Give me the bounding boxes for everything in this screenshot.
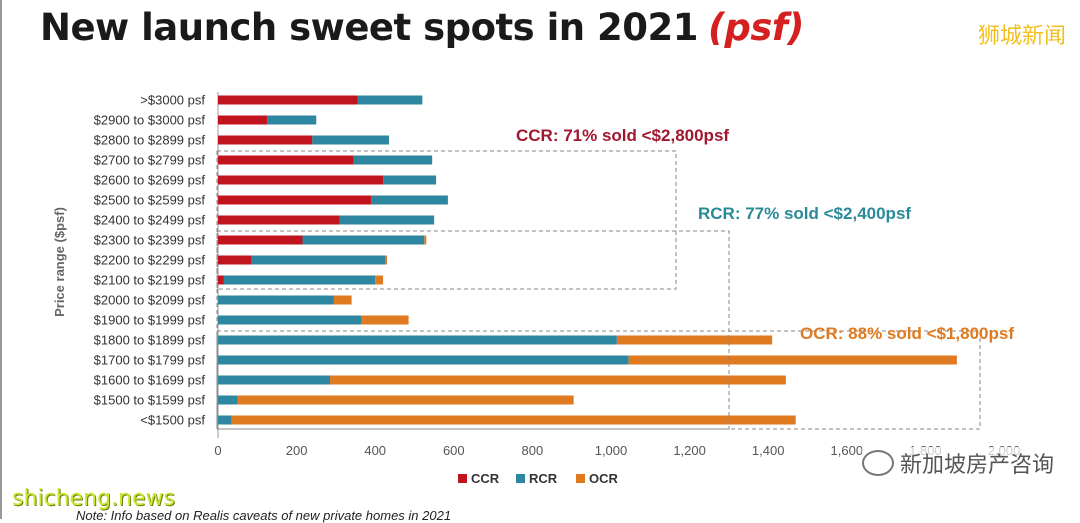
- y-tick-label: $1700 to $1799 psf: [94, 353, 206, 368]
- y-tick-label: $2800 to $2899 psf: [94, 133, 206, 148]
- watermark-top-right: 狮城新闻: [977, 24, 1066, 49]
- x-tick-label: 400: [364, 443, 386, 458]
- bar-rcr: [218, 415, 232, 425]
- legend-label-rcr: RCR: [529, 471, 558, 486]
- y-tick-label: $2300 to $2399 psf: [94, 233, 206, 248]
- title-suffix: (psf): [707, 6, 804, 49]
- bar-rcr: [218, 335, 617, 345]
- bar-rcr: [218, 315, 362, 325]
- bar-rcr: [353, 155, 433, 165]
- y-tick-label: $1600 to $1699 psf: [94, 373, 206, 388]
- annotation-ocr: OCR: 88% sold <$1,800psf: [800, 324, 1014, 343]
- title-main: New launch sweet spots in 2021: [40, 6, 698, 49]
- bar-ccr: [218, 215, 340, 225]
- legend-swatch-ccr: [458, 474, 467, 483]
- legend-label-ocr: OCR: [589, 471, 619, 486]
- x-tick-label: 0: [214, 443, 221, 458]
- x-tick-label: 1,400: [752, 443, 785, 458]
- x-tick-label: 800: [522, 443, 544, 458]
- x-tick-label: 1,000: [595, 443, 628, 458]
- bar-ccr: [218, 255, 252, 265]
- bar-ccr: [218, 135, 313, 145]
- y-tick-label: $1900 to $1999 psf: [94, 313, 206, 328]
- bar-ccr: [218, 155, 354, 165]
- bar-rcr: [223, 275, 376, 285]
- y-tick-label: <$1500 psf: [140, 413, 205, 428]
- bar-ccr: [218, 195, 372, 205]
- y-axis-label: Price range ($psf): [52, 207, 67, 317]
- y-tick-label: $2900 to $3000 psf: [94, 113, 206, 128]
- bar-rcr: [383, 175, 437, 185]
- bar-rcr: [357, 95, 423, 105]
- x-tick-label: 1,200: [673, 443, 706, 458]
- ocr-region-box: [216, 330, 981, 430]
- annotation-rcr: RCR: 77% sold <$2,400psf: [698, 204, 911, 223]
- bar-ocr: [616, 335, 773, 345]
- bar-ocr: [628, 355, 957, 365]
- watermark-bottom-right: 新加坡房产咨询: [861, 447, 1054, 479]
- watermark-bottom-right-text: 新加坡房产咨询: [899, 453, 1054, 478]
- bar-rcr: [218, 395, 238, 405]
- bar-ocr: [237, 395, 574, 405]
- bar-rcr: [267, 115, 317, 125]
- bar-ccr: [218, 95, 358, 105]
- bar-rcr: [218, 295, 334, 305]
- bar-rcr: [218, 355, 629, 365]
- bar-ocr: [333, 295, 352, 305]
- wechat-icon: [861, 450, 894, 476]
- bar-ocr: [330, 375, 786, 385]
- bar-rcr: [371, 195, 448, 205]
- bar-ocr: [231, 415, 796, 425]
- y-tick-label: >$3000 psf: [140, 93, 205, 108]
- y-tick-label: $1500 to $1599 psf: [94, 393, 206, 408]
- bar-ccr: [218, 235, 303, 245]
- annotation-ccr: CCR: 71% sold <$2,800psf: [516, 126, 729, 145]
- bar-rcr: [218, 375, 331, 385]
- page-title: New launch sweet spots in 2021 (psf): [40, 6, 804, 49]
- y-tick-label: $2100 to $2199 psf: [94, 273, 206, 288]
- x-tick-label: 1,600: [831, 443, 864, 458]
- legend-label-ccr: CCR: [471, 471, 500, 486]
- bar-ocr: [361, 315, 409, 325]
- bar-ocr: [385, 255, 387, 265]
- bar-ocr: [424, 235, 427, 245]
- y-tick-label: $2200 to $2299 psf: [94, 253, 206, 268]
- bar-rcr: [312, 135, 389, 145]
- y-tick-label: $2400 to $2499 psf: [94, 213, 206, 228]
- y-tick-label: $1800 to $1899 psf: [94, 333, 206, 348]
- ccr-region-box: [216, 150, 677, 290]
- x-tick-label: 200: [286, 443, 308, 458]
- left-border: [0, 0, 2, 519]
- bar-rcr: [339, 215, 435, 225]
- bar-ccr: [218, 175, 384, 185]
- legend-swatch-rcr: [516, 474, 525, 483]
- x-tick-label: 600: [443, 443, 465, 458]
- y-tick-label: $2500 to $2599 psf: [94, 193, 206, 208]
- bar-ocr: [375, 275, 384, 285]
- footnote: Note: Info based on Realis caveats of ne…: [76, 508, 452, 523]
- y-tick-label: $2000 to $2099 psf: [94, 293, 206, 308]
- y-tick-label: $2700 to $2799 psf: [94, 153, 206, 168]
- bar-rcr: [302, 235, 425, 245]
- bar-ccr: [218, 115, 268, 125]
- watermark-bottom-left: shicheng.news: [12, 486, 175, 511]
- legend-swatch-ocr: [576, 474, 585, 483]
- bar-rcr: [251, 255, 386, 265]
- bar-ccr: [218, 275, 224, 285]
- y-tick-label: $2600 to $2699 psf: [94, 173, 206, 188]
